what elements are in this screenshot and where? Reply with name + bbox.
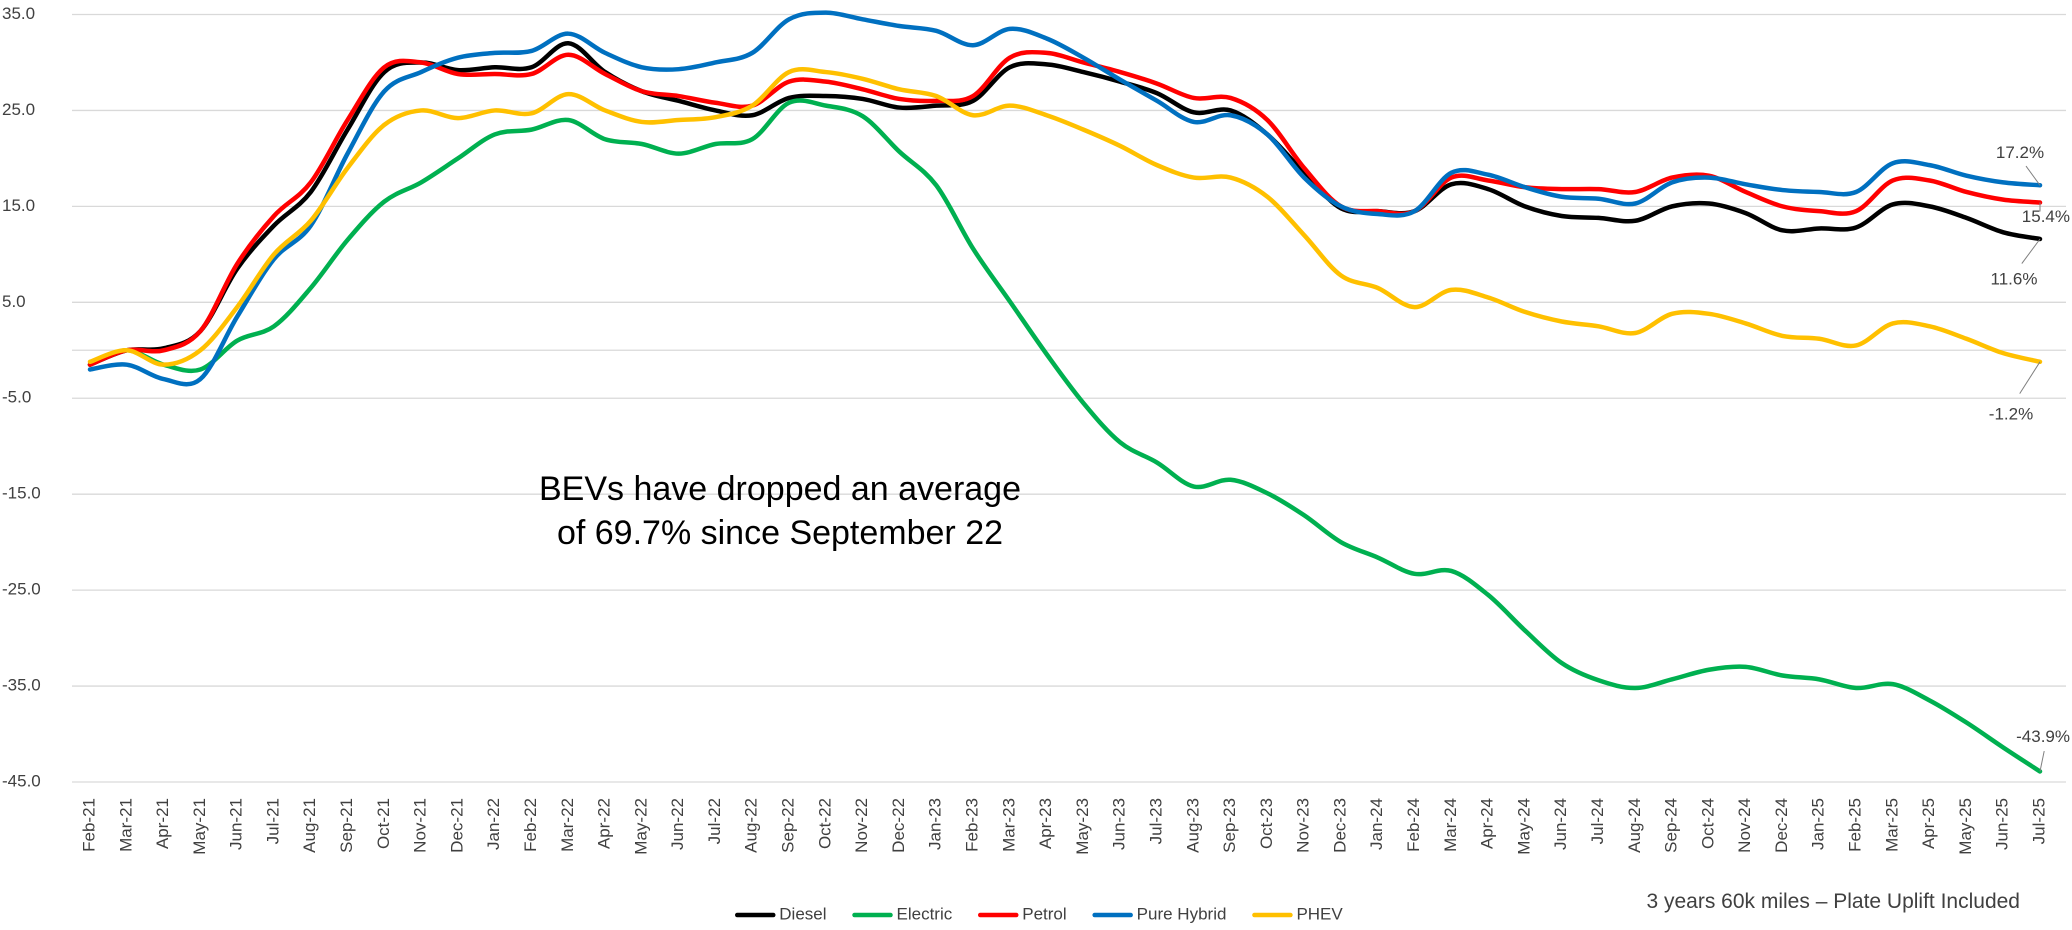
y-tick-label: 35.0 bbox=[2, 4, 35, 23]
x-tick-label: Dec-21 bbox=[447, 798, 466, 853]
y-tick-label: -35.0 bbox=[2, 676, 41, 695]
legend-item: PHEV bbox=[1252, 904, 1343, 923]
x-tick-label: Aug-23 bbox=[1183, 798, 1202, 853]
x-tick-label: Mar-24 bbox=[1441, 798, 1460, 852]
x-tick-label: May-22 bbox=[631, 798, 650, 855]
y-tick-label: -5.0 bbox=[2, 388, 31, 407]
footnote: 3 years 60k miles – Plate Uplift Include… bbox=[1646, 890, 2020, 913]
end-label: -1.2% bbox=[1989, 404, 2033, 423]
x-tick-label: Jul-22 bbox=[705, 798, 724, 844]
legend-label: Diesel bbox=[779, 904, 826, 923]
x-tick-label: Feb-25 bbox=[1846, 798, 1865, 852]
series-line bbox=[87, 49, 2043, 367]
end-label: 15.4% bbox=[2022, 207, 2070, 226]
x-tick-label: Jul-25 bbox=[2029, 798, 2048, 844]
x-tick-label: Mar-25 bbox=[1882, 798, 1901, 852]
y-tick-label: -25.0 bbox=[2, 580, 41, 599]
x-tick-label: Dec-24 bbox=[1772, 798, 1791, 853]
leader-line bbox=[2019, 361, 2041, 394]
x-tick-label: Mar-23 bbox=[999, 798, 1018, 852]
x-tick-label: May-21 bbox=[190, 798, 209, 855]
series-line bbox=[87, 10, 2043, 387]
y-tick-label: -45.0 bbox=[2, 771, 41, 790]
y-tick-label: 5.0 bbox=[2, 292, 26, 311]
x-tick-label: Feb-22 bbox=[521, 798, 540, 852]
x-tick-label: Jun-23 bbox=[1110, 798, 1129, 850]
legend-label: Pure Hybrid bbox=[1137, 904, 1227, 923]
series-line bbox=[87, 67, 2043, 367]
x-tick-label: Sep-22 bbox=[779, 798, 798, 853]
x-tick-label: Nov-23 bbox=[1294, 798, 1313, 853]
x-tick-label: Feb-21 bbox=[79, 798, 98, 852]
x-tick-label: Nov-24 bbox=[1735, 798, 1754, 853]
leader-line bbox=[2039, 750, 2045, 772]
y-tick-label: 25.0 bbox=[2, 100, 35, 119]
x-tick-label: Sep-21 bbox=[337, 798, 356, 853]
legend-label: Electric bbox=[897, 904, 953, 923]
leader-line bbox=[2021, 238, 2041, 264]
x-tick-label: Apr-21 bbox=[153, 798, 172, 849]
x-tick-label: Apr-23 bbox=[1036, 798, 1055, 849]
x-tick-label: Jun-25 bbox=[1993, 798, 2012, 850]
x-tick-label: Feb-24 bbox=[1404, 798, 1423, 852]
end-label: 17.2% bbox=[1996, 143, 2044, 162]
x-tick-label: May-24 bbox=[1514, 798, 1533, 855]
x-tick-label: Jun-22 bbox=[668, 798, 687, 850]
x-tick-label: Jan-23 bbox=[926, 798, 945, 850]
end-label: 11.6% bbox=[1991, 269, 2038, 288]
x-tick-label: Apr-22 bbox=[595, 798, 614, 849]
x-tick-label: Nov-21 bbox=[411, 798, 430, 853]
x-tick-label: Jul-21 bbox=[263, 798, 282, 844]
x-tick-label: Apr-25 bbox=[1919, 798, 1938, 849]
legend-item: Petrol bbox=[978, 904, 1067, 923]
x-tick-label: Feb-23 bbox=[963, 798, 982, 852]
legend-item: Diesel bbox=[735, 904, 827, 923]
x-tick-label: May-23 bbox=[1073, 798, 1092, 855]
x-tick-label: Jun-24 bbox=[1551, 798, 1570, 850]
x-tick-label: Oct-21 bbox=[374, 798, 393, 849]
x-tick-label: Aug-22 bbox=[742, 798, 761, 853]
legend-item: Pure Hybrid bbox=[1092, 904, 1227, 923]
x-tick-label: May-25 bbox=[1956, 798, 1975, 855]
x-tick-label: Mar-22 bbox=[558, 798, 577, 852]
annotation: BEVs have dropped an average bbox=[539, 470, 1021, 508]
end-label: -43.9% bbox=[2016, 727, 2070, 746]
x-tick-label: Mar-21 bbox=[116, 798, 135, 852]
legend-label: PHEV bbox=[1296, 904, 1343, 923]
x-tick-label: Jan-22 bbox=[484, 798, 503, 850]
x-tick-label: Nov-22 bbox=[852, 798, 871, 853]
legend-item: Electric bbox=[852, 904, 953, 923]
x-tick-label: Dec-22 bbox=[889, 798, 908, 853]
x-tick-label: Jan-24 bbox=[1367, 798, 1386, 850]
x-tick-label: Aug-24 bbox=[1625, 798, 1644, 853]
x-tick-label: Oct-22 bbox=[815, 798, 834, 849]
series-line bbox=[87, 98, 2043, 774]
x-tick-label: Jun-21 bbox=[227, 798, 246, 850]
x-tick-label: Jul-23 bbox=[1146, 798, 1165, 844]
leader-line bbox=[2025, 165, 2041, 186]
x-tick-label: Oct-23 bbox=[1257, 798, 1276, 849]
x-tick-label: Jan-25 bbox=[1809, 798, 1828, 850]
x-tick-label: Oct-24 bbox=[1698, 798, 1717, 849]
annotation: of 69.7% since September 22 bbox=[557, 514, 1003, 552]
y-tick-label: 15.0 bbox=[2, 196, 35, 215]
x-tick-label: Aug-21 bbox=[300, 798, 319, 853]
x-tick-label: Apr-24 bbox=[1478, 798, 1497, 849]
y-tick-label: -15.0 bbox=[2, 484, 41, 503]
x-tick-label: Jul-24 bbox=[1588, 798, 1607, 844]
x-tick-label: Sep-23 bbox=[1220, 798, 1239, 853]
x-tick-label: Dec-23 bbox=[1330, 798, 1349, 853]
legend-label: Petrol bbox=[1022, 904, 1066, 923]
x-tick-label: Sep-24 bbox=[1662, 798, 1681, 853]
